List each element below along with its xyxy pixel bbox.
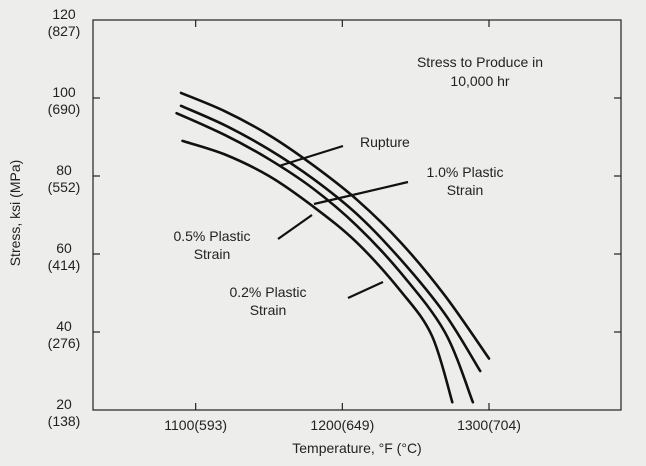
label-0-5-plastic-strain: Strain (194, 246, 231, 262)
label-0-5-plastic-strain: 0.5% Plastic (173, 228, 250, 244)
curve-rupture (179, 91, 491, 360)
y-tick-sublabel: (414) (48, 257, 81, 273)
x-tick-label: 1300(704) (457, 417, 521, 433)
y-axis-label: Stress, ksi (MPa) (7, 160, 23, 267)
y-tick-label: 40 (56, 318, 72, 334)
leader-0-2-plastic-strain (347, 280, 384, 300)
leader-0-5-plastic-strain (277, 214, 313, 240)
x-axis-label: Temperature, °F (°C) (292, 440, 421, 456)
label-0-2-plastic-strain: Strain (250, 302, 287, 318)
y-tick-sublabel: (827) (48, 23, 81, 39)
x-tick-label: 1100(593) (164, 417, 227, 433)
y-tick-sublabel: (276) (48, 335, 81, 351)
y-tick-label: 60 (56, 240, 72, 256)
leader-rupture (278, 144, 344, 168)
label-1-0-plastic-strain: Strain (447, 182, 484, 198)
y-tick-sublabel: (690) (48, 101, 81, 117)
label-rupture: Rupture (360, 134, 410, 150)
label-1-0-plastic-strain: 1.0% Plastic (426, 164, 503, 180)
label-0-2-plastic-strain: 0.2% Plastic (229, 284, 306, 300)
x-tick-label: 1200(649) (310, 417, 374, 433)
chart-title-line-1: Stress to Produce in (417, 54, 543, 70)
curve-0-5-plastic-strain (175, 111, 475, 404)
y-tick-sublabel: (552) (48, 179, 81, 195)
curve-1-0-plastic-strain (179, 104, 482, 373)
y-tick-sublabel: (138) (48, 413, 81, 429)
curve-0-2-plastic-strain (181, 139, 454, 404)
y-tick-label: 100 (52, 84, 76, 100)
y-tick-label: 120 (52, 6, 76, 22)
leader-1-0-plastic-strain (313, 180, 409, 206)
y-tick-label: 80 (56, 162, 72, 178)
y-tick-label: 20 (56, 396, 72, 412)
chart-title-line-2: 10,000 hr (450, 73, 509, 89)
plot-area (92, 19, 622, 411)
